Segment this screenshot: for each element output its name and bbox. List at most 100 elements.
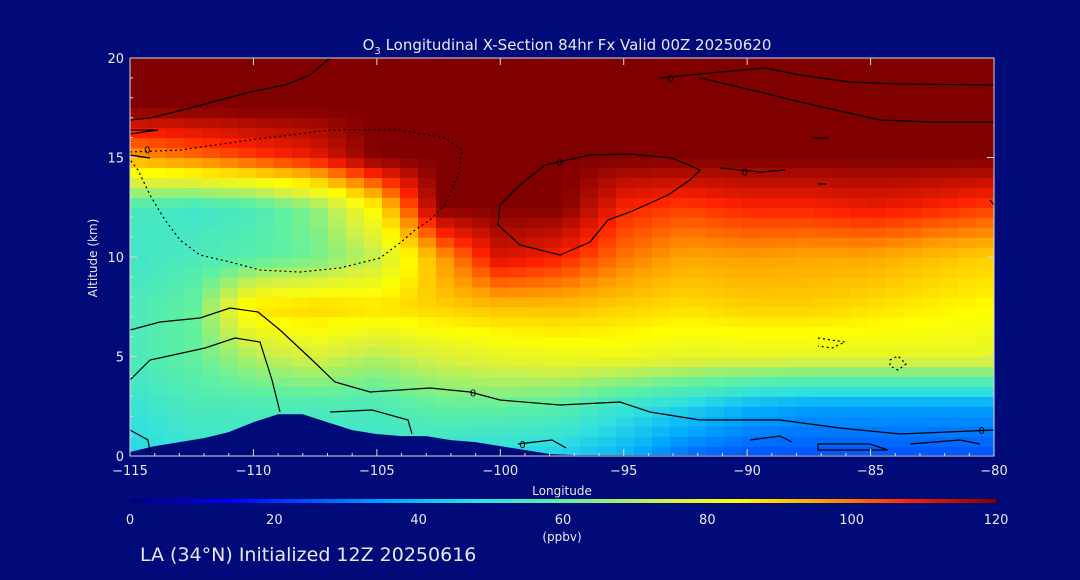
field-cell (310, 227, 329, 238)
field-cell (850, 356, 869, 368)
field-cell (436, 286, 455, 298)
field-cell (886, 167, 905, 178)
field-cell (796, 137, 815, 149)
y-tick-label: 10 (107, 251, 124, 266)
field-cell (400, 286, 419, 298)
field-cell (976, 207, 994, 218)
field-cell (976, 376, 994, 387)
field-cell (148, 197, 167, 208)
field-cell (670, 386, 689, 397)
field-cell (850, 127, 869, 139)
field-cell (850, 58, 869, 69)
field-cell (526, 446, 545, 456)
field-cell (850, 446, 869, 456)
field-cell (274, 386, 293, 397)
field-cell (634, 426, 653, 437)
field-cell (364, 406, 383, 417)
field-cell (346, 117, 365, 129)
field-cell (436, 177, 455, 188)
field-cell (706, 247, 725, 258)
field-cell (400, 207, 419, 218)
field-cell (598, 67, 617, 79)
field-cell (436, 356, 455, 368)
field-cell (958, 446, 977, 456)
field-cell (616, 137, 635, 149)
field-cell (742, 117, 761, 129)
field-cell (184, 306, 203, 318)
field-cell (148, 316, 167, 328)
field-cell (850, 237, 869, 248)
field-cell (472, 316, 491, 328)
field-cell (544, 58, 563, 69)
field-cell (796, 416, 815, 427)
field-cell (598, 336, 617, 348)
field-cell (382, 257, 401, 268)
field-cell (598, 326, 617, 338)
field-cell (760, 217, 779, 228)
field-cell (886, 286, 905, 298)
field-cell (832, 257, 851, 268)
field-cell (382, 396, 401, 407)
field-cell (598, 356, 617, 368)
field-cell (796, 77, 815, 89)
field-cell (148, 77, 167, 89)
field-cell (850, 346, 869, 358)
field-cell (508, 416, 527, 427)
field-cell (724, 326, 743, 338)
field-cell (418, 336, 437, 348)
field-cell (544, 376, 563, 387)
field-cell (760, 107, 779, 119)
field-cell (454, 326, 473, 338)
field-cell (616, 396, 635, 407)
contour-line (699, 77, 994, 123)
field-cell (166, 416, 185, 427)
field-cell (940, 107, 959, 119)
field-cell (418, 316, 437, 328)
field-cell (652, 257, 671, 268)
field-cell (598, 376, 617, 387)
field-cell (346, 77, 365, 89)
field-cell (382, 386, 401, 397)
field-cell (220, 77, 239, 89)
field-cell (508, 187, 527, 198)
field-cell (346, 127, 365, 139)
field-cell (616, 376, 635, 387)
field-cell (436, 316, 455, 328)
field-cell (436, 187, 455, 198)
field-cell (328, 77, 347, 89)
field-cell (742, 177, 761, 188)
field-cell (688, 266, 707, 278)
field-cell (886, 137, 905, 149)
field-cell (886, 426, 905, 437)
field-cell (202, 217, 221, 228)
field-cell (742, 376, 761, 387)
field-cell (652, 127, 671, 139)
field-cell (652, 157, 671, 169)
field-cell (652, 227, 671, 238)
field-cell (508, 386, 527, 397)
field-cell (472, 376, 491, 387)
field-cell (796, 107, 815, 119)
field-cell (778, 356, 797, 368)
field-cell (904, 276, 923, 288)
field-cell (256, 346, 275, 358)
field-cell (940, 67, 959, 79)
field-cell (148, 147, 167, 159)
field-cell (940, 366, 959, 377)
field-cell (634, 58, 653, 69)
field-cell (634, 137, 653, 149)
field-cell (958, 87, 977, 99)
field-cell (364, 227, 383, 238)
field-cell (544, 167, 563, 178)
field-cell (202, 87, 221, 99)
field-cell (562, 107, 581, 119)
field-cell (382, 346, 401, 358)
contour-label: 0 (979, 426, 985, 437)
field-cell (364, 217, 383, 228)
field-cell (670, 147, 689, 159)
field-cell (706, 306, 725, 318)
field-cell (418, 356, 437, 368)
field-cell (886, 87, 905, 99)
field-cell (580, 336, 599, 348)
field-cell (688, 177, 707, 188)
